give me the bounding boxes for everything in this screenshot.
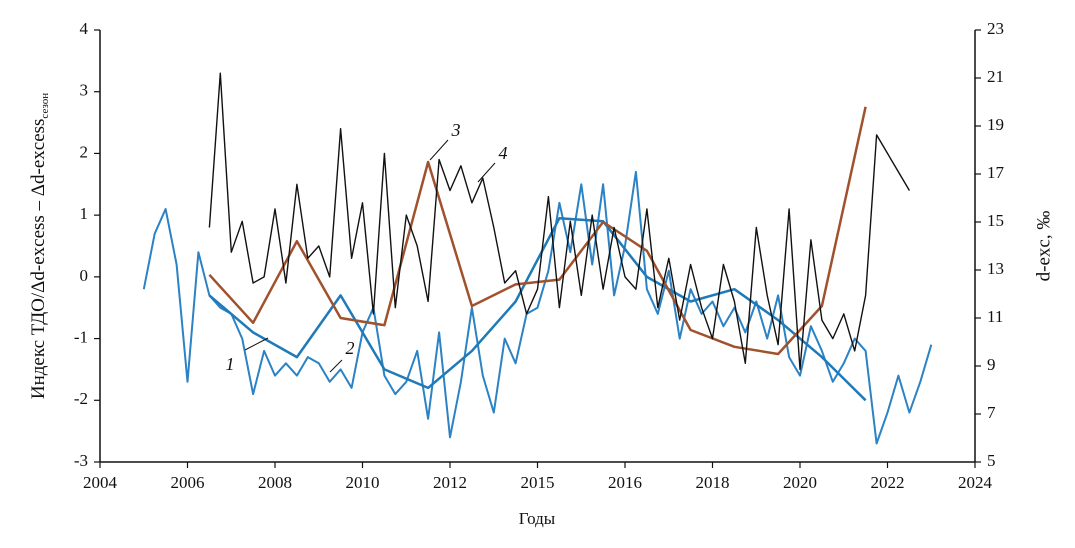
y-tick-label: 4 — [80, 19, 89, 38]
x-axis-label: Годы — [519, 509, 556, 528]
annotation-leader — [429, 139, 449, 161]
y2-tick-label: 5 — [987, 451, 996, 470]
y-tick-label: 1 — [80, 204, 89, 223]
series-line — [208, 72, 911, 371]
series-line — [208, 106, 867, 356]
annotation: 3 — [451, 120, 461, 140]
y2-tick-label: 23 — [987, 19, 1004, 38]
series-line — [208, 216, 867, 402]
y2-tick-label: 7 — [987, 403, 996, 422]
y2-tick-label: 21 — [987, 67, 1004, 86]
x-tick-label: 2020 — [783, 473, 817, 492]
y2-tick-label: 11 — [987, 307, 1003, 326]
annotation: 1 — [226, 354, 235, 374]
x-tick-label: 2012 — [433, 473, 467, 492]
y-tick-label: -3 — [74, 451, 88, 470]
x-tick-label: 2022 — [871, 473, 905, 492]
y-tick-label: 3 — [80, 81, 89, 100]
x-tick-label: 2016 — [608, 473, 642, 492]
y2-tick-label: 17 — [987, 163, 1005, 182]
x-tick-label: 2015 — [521, 473, 555, 492]
annotation: 2 — [346, 338, 355, 358]
x-tick-label: 2010 — [346, 473, 380, 492]
y2-tick-label: 15 — [987, 211, 1004, 230]
annotation-leader — [329, 359, 343, 373]
y-axis-label-main: Индекс ТДО/Δd-excess – Δd-excess — [28, 119, 49, 400]
y-tick-label: 0 — [80, 266, 89, 285]
y-tick-label: -2 — [74, 389, 88, 408]
annotation-leader — [477, 162, 496, 183]
y-axis-label: Индекс ТДО/Δd-excess – Δd-excessсезон — [28, 93, 50, 399]
y2-tick-label: 9 — [987, 355, 996, 374]
y2-axis-label: d-exc, ‰ — [1033, 211, 1054, 282]
annotation-leader — [244, 337, 269, 351]
y2-tick-label: 19 — [987, 115, 1004, 134]
x-tick-label: 2004 — [83, 473, 118, 492]
series-line — [142, 170, 933, 445]
y-axis-label-sub: сезон — [39, 93, 51, 119]
x-tick-label: 2024 — [958, 473, 993, 492]
y-tick-label: -1 — [74, 327, 88, 346]
x-tick-label: 2006 — [171, 473, 205, 492]
y-tick-label: 2 — [80, 142, 89, 161]
annotation: 4 — [499, 143, 508, 163]
x-tick-label: 2008 — [258, 473, 292, 492]
x-tick-label: 2018 — [696, 473, 730, 492]
y2-tick-label: 13 — [987, 259, 1004, 278]
